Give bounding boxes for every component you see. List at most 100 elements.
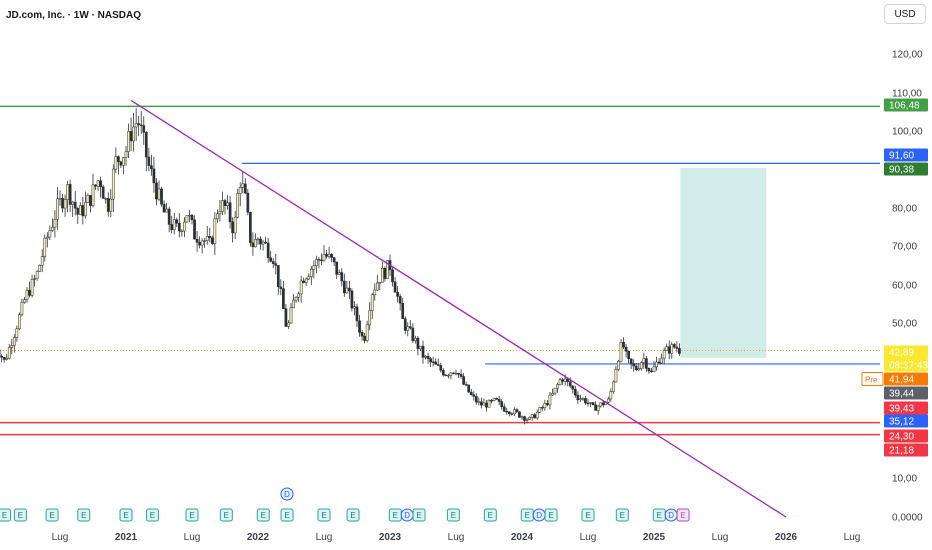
candle-body[interactable] (507, 411, 511, 414)
candle-body[interactable] (274, 263, 278, 266)
candle-body[interactable] (155, 182, 158, 200)
earnings-marker[interactable]: E (317, 508, 331, 522)
candle-body[interactable] (23, 299, 26, 303)
candle-body[interactable] (167, 208, 171, 225)
candle-body[interactable] (667, 346, 671, 354)
candle-body[interactable] (254, 239, 257, 248)
candle-body[interactable] (365, 324, 369, 341)
candle-body[interactable] (198, 242, 201, 246)
price-label[interactable]: 35,12 (884, 414, 928, 428)
candle-body[interactable] (228, 202, 232, 223)
candle-body[interactable] (482, 402, 486, 406)
candle-body[interactable] (185, 215, 189, 223)
candle-body[interactable] (662, 350, 666, 359)
candle-body[interactable] (111, 168, 115, 200)
candle-body[interactable] (325, 254, 328, 257)
candle-body[interactable] (0, 355, 3, 358)
candle-body[interactable] (180, 230, 184, 233)
candle-body[interactable] (183, 221, 186, 232)
earnings-marker[interactable]: E (145, 508, 159, 522)
price-label[interactable]: 39,43 (884, 401, 928, 415)
candle-body[interactable] (533, 414, 537, 419)
candle-body[interactable] (287, 322, 290, 327)
candle-body[interactable] (53, 219, 57, 228)
earnings-marker[interactable]: E (346, 508, 360, 522)
candle-body[interactable] (12, 337, 16, 346)
candle-body[interactable] (200, 240, 204, 246)
candle-body[interactable] (231, 221, 234, 234)
candle-body[interactable] (309, 268, 313, 277)
candle-body[interactable] (556, 384, 559, 389)
candle-body[interactable] (317, 259, 321, 261)
candle-body[interactable] (411, 327, 415, 342)
candle-body[interactable] (28, 290, 31, 296)
candle-body[interactable] (421, 345, 425, 358)
candle-body[interactable] (322, 254, 326, 261)
candle-body[interactable] (431, 361, 435, 363)
price-label[interactable]: 91,60 (884, 148, 928, 162)
candle-body[interactable] (109, 198, 113, 212)
candle-body[interactable] (160, 188, 163, 205)
candle-body[interactable] (91, 184, 95, 206)
candle-body[interactable] (327, 253, 331, 257)
candle-body[interactable] (678, 348, 681, 354)
candle-body[interactable] (480, 401, 483, 406)
candle-body[interactable] (150, 165, 153, 170)
candle-body[interactable] (243, 183, 247, 194)
candle-body[interactable] (449, 372, 453, 376)
candle-body[interactable] (312, 265, 316, 270)
candle-body[interactable] (447, 375, 450, 377)
price-label[interactable]: 106,48 (884, 98, 928, 112)
candle-body[interactable] (177, 222, 181, 232)
candle-body[interactable] (132, 126, 135, 142)
candle-body[interactable] (403, 318, 407, 331)
candle-body[interactable] (594, 404, 597, 411)
candle-body[interactable] (441, 369, 445, 376)
candle-body[interactable] (419, 345, 422, 350)
candle-body[interactable] (20, 302, 24, 315)
candle-body[interactable] (25, 290, 29, 300)
candle-body[interactable] (170, 224, 174, 231)
price-label[interactable]: 24,30 (884, 429, 928, 443)
candle-body[interactable] (122, 157, 125, 166)
candle-body[interactable] (355, 306, 359, 322)
candle-body[interactable] (469, 391, 473, 395)
candle-body[interactable] (561, 379, 564, 382)
candle-body[interactable] (210, 237, 214, 244)
candle-body[interactable] (51, 226, 54, 231)
candle-body[interactable] (342, 280, 346, 294)
candle-body[interactable] (434, 361, 438, 365)
candle-body[interactable] (188, 214, 191, 217)
earnings-marker[interactable]: E (45, 508, 59, 522)
earnings-marker[interactable]: E (581, 508, 595, 522)
earnings-marker[interactable]: E (256, 508, 270, 522)
candle-body[interactable] (490, 400, 493, 402)
candle-body[interactable] (89, 195, 92, 206)
candle-body[interactable] (213, 218, 217, 244)
candle-body[interactable] (591, 402, 595, 406)
candle-body[interactable] (292, 299, 295, 309)
candle-body[interactable] (398, 296, 402, 304)
candle-body[interactable] (271, 261, 275, 264)
candle-body[interactable] (86, 195, 90, 203)
downtrend-line[interactable] (130, 100, 787, 518)
candle-body[interactable] (579, 398, 582, 401)
candle-body[interactable] (381, 267, 384, 283)
price-label[interactable]: 39,44 (884, 386, 928, 400)
candle-body[interactable] (276, 265, 280, 288)
candle-body[interactable] (612, 381, 615, 392)
candle-body[interactable] (332, 257, 336, 263)
candle-body[interactable] (114, 156, 118, 170)
candle-body[interactable] (546, 403, 549, 406)
candle-body[interactable] (363, 335, 366, 341)
candle-body[interactable] (436, 364, 440, 366)
candle-body[interactable] (238, 187, 242, 194)
earnings-marker[interactable]: E (280, 508, 294, 522)
candle-body[interactable] (165, 208, 168, 213)
candle-body[interactable] (304, 278, 308, 283)
candle-body[interactable] (393, 281, 397, 293)
candle-body[interactable] (596, 405, 600, 411)
candle-body[interactable] (172, 219, 176, 231)
candle-body[interactable] (282, 288, 285, 309)
candle-body[interactable] (657, 361, 661, 364)
